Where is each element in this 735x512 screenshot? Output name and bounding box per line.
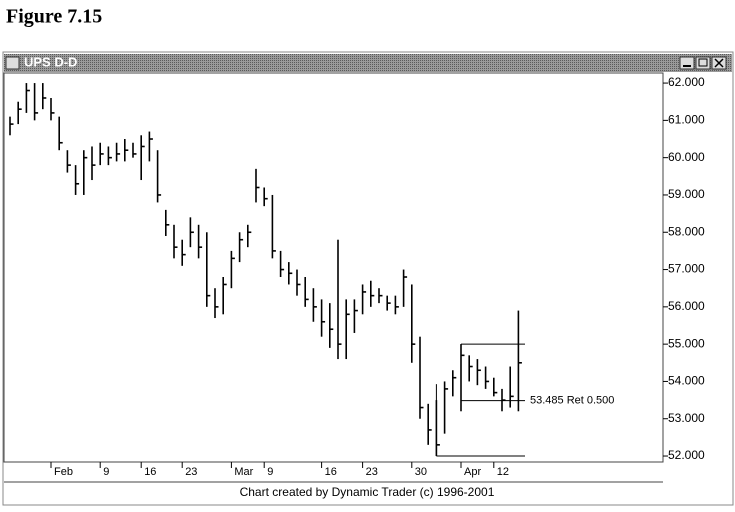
y-tick-label: 60.000 bbox=[668, 150, 705, 164]
x-tick-label: 16 bbox=[144, 466, 156, 478]
window-controls bbox=[679, 56, 727, 70]
title-bar bbox=[4, 54, 732, 72]
x-tick-label: 12 bbox=[497, 466, 509, 478]
x-tick-label: 9 bbox=[103, 466, 109, 478]
x-tick-label: 23 bbox=[185, 466, 197, 478]
window-icon bbox=[5, 56, 20, 70]
y-tick-label: 55.000 bbox=[668, 336, 705, 350]
x-tick-label: 30 bbox=[415, 466, 427, 478]
retracement-label: 53.485 Ret 0.500 bbox=[530, 395, 614, 407]
y-tick-label: 57.000 bbox=[668, 262, 705, 276]
y-tick-label: 62.000 bbox=[668, 75, 705, 89]
x-tick-label: 16 bbox=[325, 466, 337, 478]
x-tick-label: Apr bbox=[464, 466, 481, 478]
minimize-button[interactable] bbox=[679, 56, 695, 70]
y-tick-label: 53.000 bbox=[668, 411, 705, 425]
y-tick-label: 61.000 bbox=[668, 113, 705, 127]
x-tick-label: 23 bbox=[366, 466, 378, 478]
y-tick-label: 59.000 bbox=[668, 187, 705, 201]
y-tick-label: 54.000 bbox=[668, 374, 705, 388]
plot-area bbox=[3, 72, 664, 463]
figure-caption: Figure 7.15 bbox=[6, 6, 102, 28]
footer: Chart created by Dynamic Trader (c) 1996… bbox=[240, 485, 495, 499]
x-tick-label: Mar bbox=[234, 466, 253, 478]
x-tick-label: Feb bbox=[54, 466, 73, 478]
y-tick-label: 52.000 bbox=[668, 448, 705, 462]
y-tick-label: 56.000 bbox=[668, 299, 705, 313]
x-tick-label: 9 bbox=[267, 466, 273, 478]
window-title: UPS D-D bbox=[24, 54, 77, 69]
y-tick-label: 58.000 bbox=[668, 224, 705, 238]
marks: 52.000 53.000 54.000 55.000 56.000 57.000 58.0… bbox=[9, 75, 705, 478]
